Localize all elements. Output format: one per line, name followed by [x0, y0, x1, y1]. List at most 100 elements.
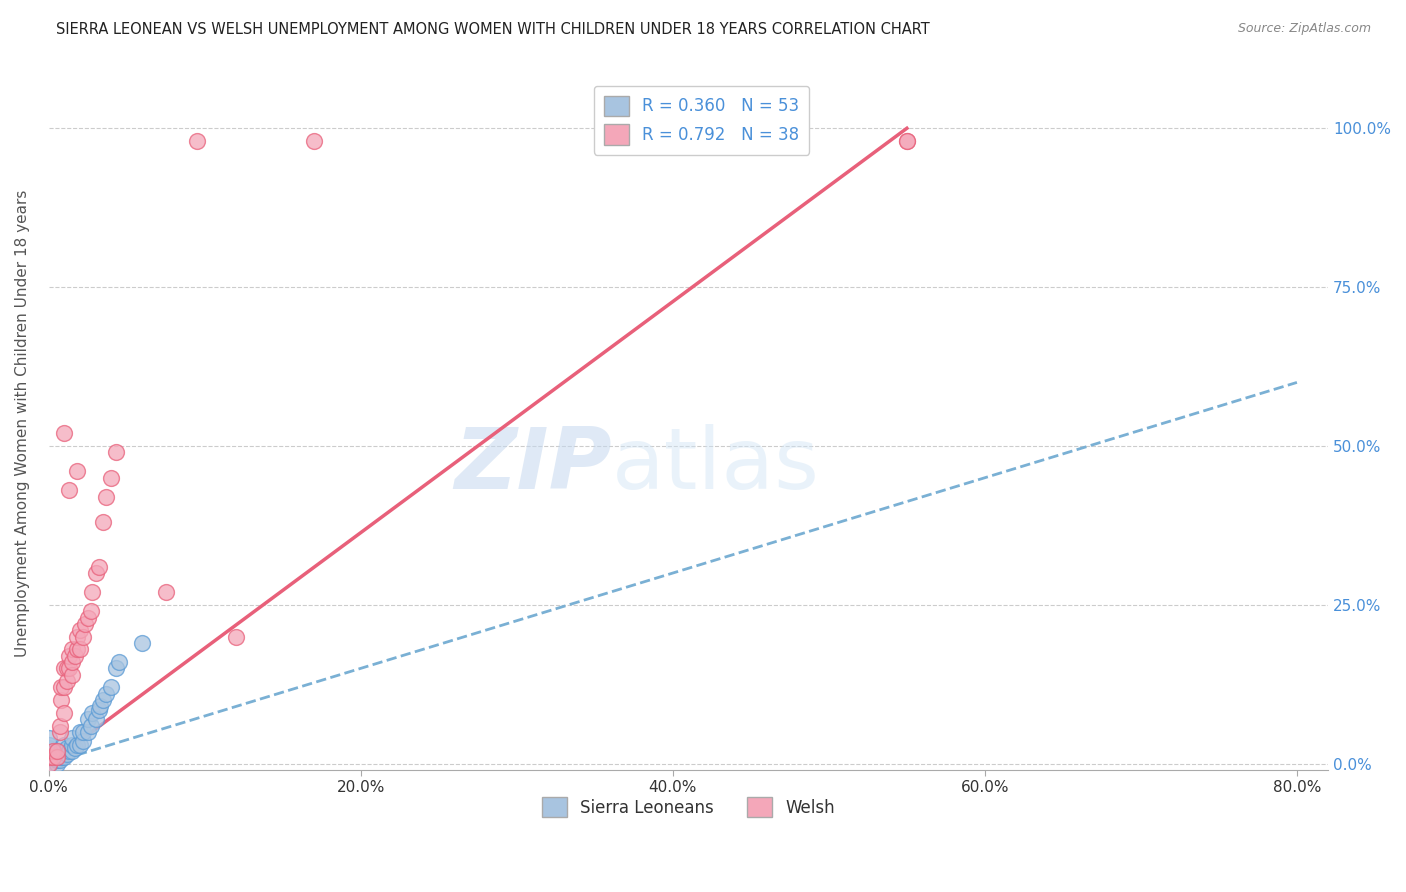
- Point: [56, 740, 79, 755]
- Point: [72, 734, 94, 748]
- Point: [45, 754, 67, 768]
- Point: [45, 747, 67, 761]
- Point: [155, 585, 177, 599]
- Point: [38, 740, 60, 755]
- Point: [51, 744, 73, 758]
- Point: [84, 566, 107, 580]
- Point: [53, 744, 76, 758]
- Point: [72, 724, 94, 739]
- Point: [58, 744, 80, 758]
- Point: [896, 134, 918, 148]
- Point: [38, 750, 60, 764]
- Point: [48, 750, 70, 764]
- Point: [76, 610, 98, 624]
- Point: [65, 740, 87, 755]
- Point: [80, 604, 103, 618]
- Point: [45, 750, 67, 764]
- Point: [66, 630, 89, 644]
- Point: [53, 706, 76, 720]
- Text: atlas: atlas: [612, 424, 820, 507]
- Point: [108, 655, 131, 669]
- Point: [69, 624, 91, 638]
- Point: [38, 747, 60, 761]
- Point: [38, 731, 60, 746]
- Point: [76, 712, 98, 726]
- Point: [45, 744, 67, 758]
- Point: [53, 738, 76, 752]
- Point: [38, 756, 60, 771]
- Point: [38, 756, 60, 771]
- Point: [58, 483, 80, 498]
- Point: [76, 724, 98, 739]
- Text: SIERRA LEONEAN VS WELSH UNEMPLOYMENT AMONG WOMEN WITH CHILDREN UNDER 18 YEARS CO: SIERRA LEONEAN VS WELSH UNEMPLOYMENT AMO…: [56, 22, 929, 37]
- Point: [93, 515, 115, 529]
- Point: [72, 630, 94, 644]
- Point: [104, 661, 127, 675]
- Point: [58, 661, 80, 675]
- Point: [66, 738, 89, 752]
- Text: Source: ZipAtlas.com: Source: ZipAtlas.com: [1237, 22, 1371, 36]
- Point: [104, 445, 127, 459]
- Point: [60, 738, 83, 752]
- Point: [56, 661, 79, 675]
- Point: [96, 490, 118, 504]
- Point: [186, 134, 208, 148]
- Point: [65, 648, 87, 663]
- Point: [38, 756, 60, 771]
- Point: [69, 738, 91, 752]
- Point: [51, 750, 73, 764]
- Point: [38, 756, 60, 771]
- Point: [302, 134, 325, 148]
- Point: [82, 585, 104, 599]
- Point: [38, 756, 60, 771]
- Point: [60, 731, 83, 746]
- Point: [53, 750, 76, 764]
- Point: [60, 744, 83, 758]
- Point: [53, 426, 76, 441]
- Point: [69, 724, 91, 739]
- Point: [38, 744, 60, 758]
- Point: [45, 750, 67, 764]
- Point: [38, 756, 60, 771]
- Legend: Sierra Leoneans, Welsh: Sierra Leoneans, Welsh: [536, 790, 842, 824]
- Point: [87, 703, 110, 717]
- Point: [48, 718, 70, 732]
- Point: [53, 661, 76, 675]
- Point: [60, 667, 83, 681]
- Point: [45, 744, 67, 758]
- Point: [87, 559, 110, 574]
- Point: [38, 738, 60, 752]
- Point: [51, 693, 73, 707]
- Point: [48, 754, 70, 768]
- Y-axis label: Unemployment Among Women with Children Under 18 years: Unemployment Among Women with Children U…: [15, 190, 30, 657]
- Point: [58, 648, 80, 663]
- Point: [42, 744, 65, 758]
- Point: [56, 674, 79, 689]
- Point: [82, 706, 104, 720]
- Point: [89, 699, 111, 714]
- Point: [225, 630, 247, 644]
- Point: [38, 756, 60, 771]
- Point: [84, 712, 107, 726]
- Point: [60, 655, 83, 669]
- Point: [100, 471, 122, 485]
- Point: [100, 681, 122, 695]
- Point: [51, 681, 73, 695]
- Point: [896, 134, 918, 148]
- Point: [48, 747, 70, 761]
- Text: ZIP: ZIP: [454, 424, 612, 507]
- Point: [80, 718, 103, 732]
- Point: [66, 642, 89, 657]
- Point: [73, 616, 96, 631]
- Point: [38, 750, 60, 764]
- Point: [69, 642, 91, 657]
- Point: [56, 747, 79, 761]
- Point: [53, 681, 76, 695]
- Point: [66, 464, 89, 478]
- Point: [60, 642, 83, 657]
- Point: [96, 687, 118, 701]
- Point: [38, 756, 60, 771]
- Point: [131, 636, 153, 650]
- Point: [93, 693, 115, 707]
- Point: [42, 750, 65, 764]
